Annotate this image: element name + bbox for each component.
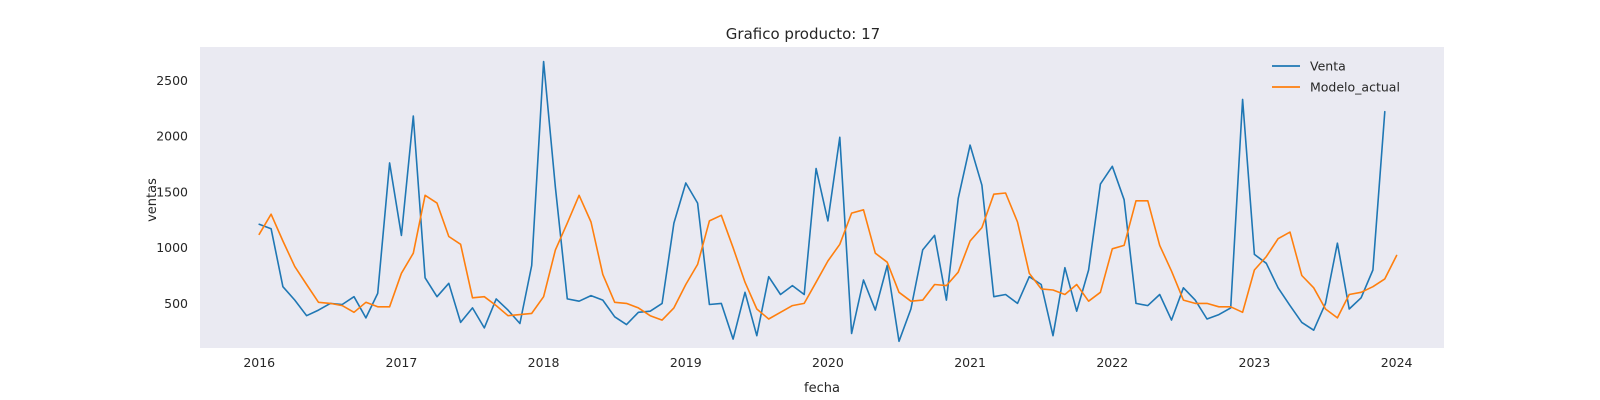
y-tick-label: 1500 [156,184,188,199]
x-tick-label: 2021 [954,355,986,370]
legend-label: Venta [1310,59,1346,74]
legend: Venta Modelo_actual [1272,59,1400,95]
legend-label: Modelo_actual [1310,80,1400,95]
series-line-modelo-actual [258,192,1398,321]
x-tick-label: 2024 [1381,355,1413,370]
series-group [258,60,1398,343]
x-tick-label: 2020 [812,355,844,370]
y-tick-label: 2000 [156,129,188,144]
y-axis: 500 1000 1500 2000 2500 [156,73,188,311]
x-axis-label: fecha [804,381,840,396]
y-tick-label: 500 [164,296,188,311]
y-tick-label: 2500 [156,73,188,88]
y-axis-label: ventas [145,178,160,222]
x-tick-label: 2017 [386,355,418,370]
x-tick-label: 2019 [670,355,702,370]
x-tick-label: 2023 [1239,355,1271,370]
x-tick-label: 2018 [528,355,560,370]
x-tick-label: 2016 [243,355,275,370]
x-axis: 2016 2017 2018 2019 2020 2021 2022 2023 2024 [243,355,1412,370]
chart-title: Grafico producto: 17 [726,25,880,43]
y-tick-label: 1000 [156,240,188,255]
x-tick-label: 2022 [1096,355,1128,370]
